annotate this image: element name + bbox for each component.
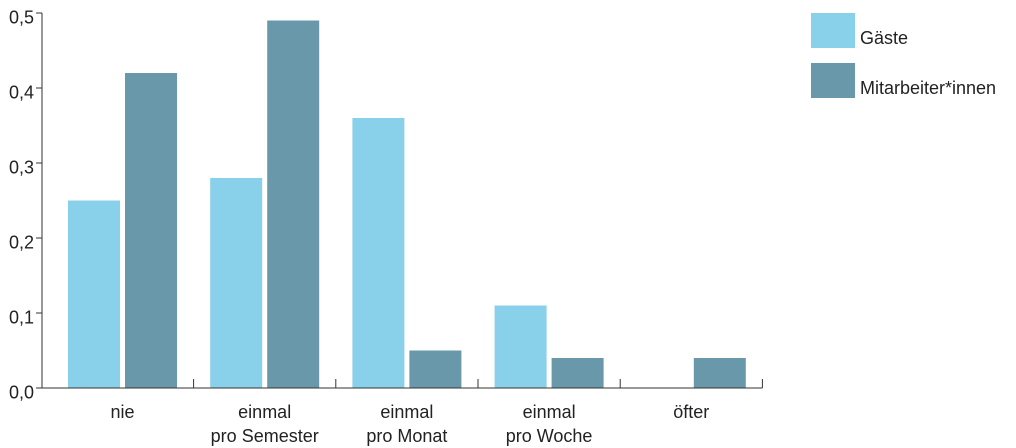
x-tick-label-line: pro Woche	[506, 426, 593, 446]
y-tick-label: 0,4	[9, 83, 34, 103]
gaste-bar-nie	[68, 200, 120, 388]
x-tick-label: einmal pro Monat	[366, 402, 447, 446]
legend-swatch-gaste	[811, 13, 855, 48]
y-tick-label: 0,0	[9, 383, 34, 403]
mitarbeiter-innen-bar-ofter	[693, 358, 746, 388]
y-tick-label: 0,1	[9, 308, 34, 328]
gaste-bar-einmal-pro-semester	[210, 178, 263, 388]
mitarbeiter-innen-bar-nie	[125, 73, 177, 388]
mitarbeiter-innen-bar-einmal-pro-woche	[551, 358, 604, 388]
x-tick-label-line: einmal	[380, 402, 433, 422]
x-tick-label: einmal pro Woche	[506, 402, 593, 446]
mitarbeiter-innen-bar-einmal-pro-monat	[409, 350, 462, 388]
y-tick-label: 0,5	[9, 8, 34, 28]
x-tick-label-line: pro Monat	[366, 426, 447, 446]
x-tick-label-line: pro Semester	[211, 426, 319, 446]
legend: Gäste Mitarbeiter*innen	[811, 13, 996, 98]
legend-label-mitarbeiter-innen: Mitarbeiter*innen	[860, 78, 996, 98]
gaste-bar-einmal-pro-woche	[494, 305, 547, 388]
legend-label-gaste: Gäste	[860, 28, 908, 48]
mitarbeiter-innen-bar-einmal-pro-semester	[267, 20, 320, 388]
y-axis-group: 0,0 0,1 0,2 0,3 0,4 0,5	[9, 8, 43, 403]
legend-swatch-mitarbeiter-innen	[811, 63, 855, 98]
y-tick-label: 0,2	[9, 233, 34, 253]
gaste-bar-einmal-pro-monat	[352, 118, 405, 388]
x-tick-label-line: einmal	[523, 402, 576, 422]
x-tick-label-line: einmal	[238, 402, 291, 422]
y-tick-label: 0,3	[9, 158, 34, 178]
x-tick-label: nie	[110, 402, 134, 422]
x-tick-label: einmal pro Semester	[211, 402, 319, 446]
plot-bars	[68, 20, 746, 388]
x-tick-label: öfter	[673, 402, 709, 422]
